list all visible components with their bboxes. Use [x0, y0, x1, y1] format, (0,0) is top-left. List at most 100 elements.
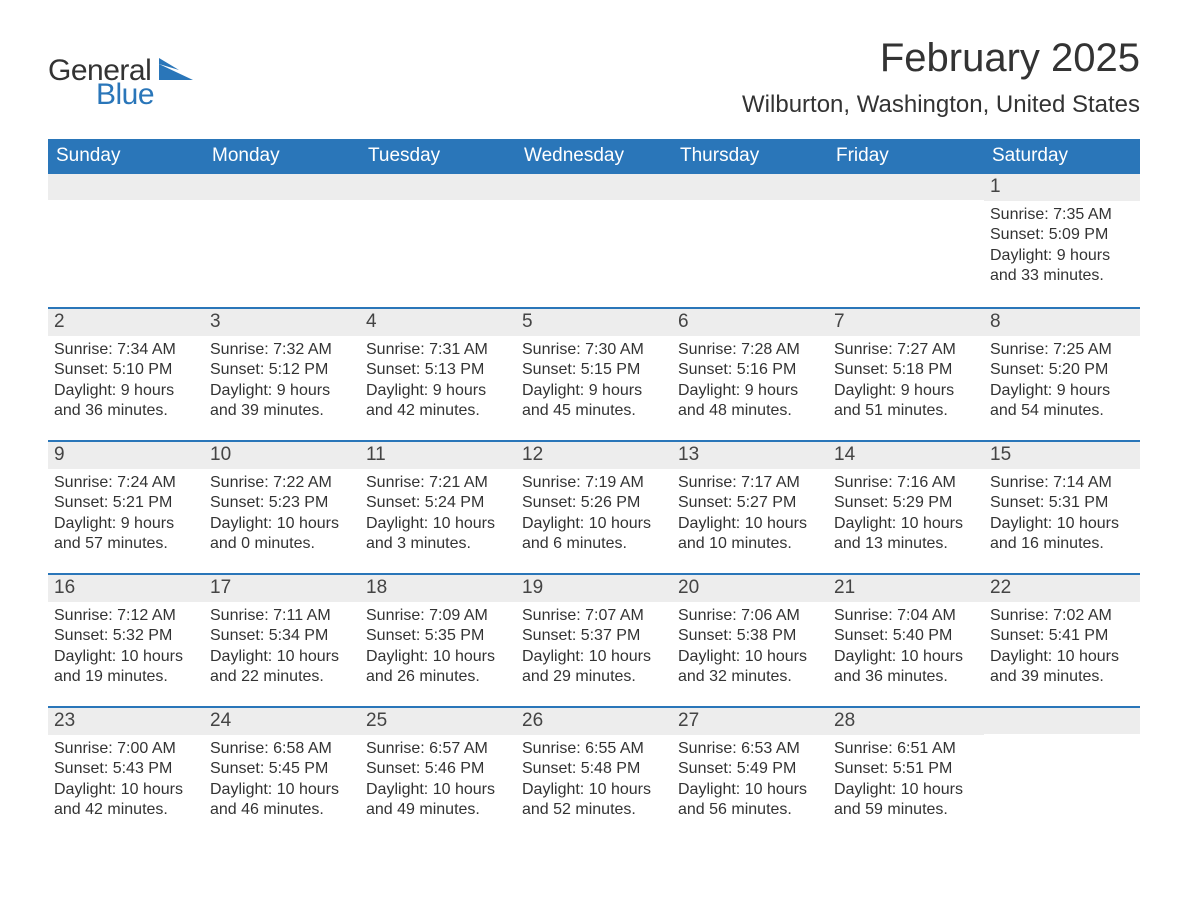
day-daylight1: Daylight: 10 hours: [990, 647, 1134, 667]
day-daylight1: Daylight: 10 hours: [678, 780, 822, 800]
day-number: 9: [48, 442, 204, 469]
day-number: [204, 174, 360, 200]
day-sunrise: Sunrise: 7:12 AM: [54, 606, 198, 626]
day-daylight2: and 42 minutes.: [54, 800, 198, 820]
day-daylight2: and 36 minutes.: [54, 401, 198, 421]
day-number: 16: [48, 575, 204, 602]
day-sunset: Sunset: 5:31 PM: [990, 493, 1134, 513]
day-daylight1: Daylight: 10 hours: [54, 780, 198, 800]
day-daylight2: and 39 minutes.: [990, 667, 1134, 687]
day-sunrise: Sunrise: 7:24 AM: [54, 473, 198, 493]
day-daylight1: Daylight: 9 hours: [834, 381, 978, 401]
day-number: 25: [360, 708, 516, 735]
day-daylight1: Daylight: 10 hours: [834, 647, 978, 667]
day-sunrise: Sunrise: 7:06 AM: [678, 606, 822, 626]
day-daylight1: Daylight: 10 hours: [522, 647, 666, 667]
day-number: 2: [48, 309, 204, 336]
dow-tuesday: Tuesday: [360, 139, 516, 174]
day-sunset: Sunset: 5:13 PM: [366, 360, 510, 380]
day-daylight2: and 33 minutes.: [990, 266, 1134, 286]
day-sunrise: Sunrise: 7:07 AM: [522, 606, 666, 626]
day-daylight1: Daylight: 10 hours: [678, 514, 822, 534]
day-sunrise: Sunrise: 7:09 AM: [366, 606, 510, 626]
day-cell: 28 Sunrise: 6:51 AMSunset: 5:51 PMDayligh…: [828, 708, 984, 839]
day-number: 3: [204, 309, 360, 336]
day-number: 7: [828, 309, 984, 336]
day-daylight1: Daylight: 10 hours: [678, 647, 822, 667]
day-body: Sunrise: 6:57 AMSunset: 5:46 PMDaylight:…: [360, 735, 516, 825]
day-daylight2: and 56 minutes.: [678, 800, 822, 820]
day-sunrise: Sunrise: 7:21 AM: [366, 473, 510, 493]
day-cell: 22Sunrise: 7:02 AMSunset: 5:41 PMDayligh…: [984, 575, 1140, 706]
day-sunset: Sunset: 5:21 PM: [54, 493, 198, 513]
day-sunset: Sunset: 5:10 PM: [54, 360, 198, 380]
day-number: 10: [204, 442, 360, 469]
day-sunrise: Sunrise: 7:22 AM: [210, 473, 354, 493]
day-daylight1: Daylight: 10 hours: [210, 780, 354, 800]
day-cell: [672, 174, 828, 307]
day-sunset: Sunset: 5:12 PM: [210, 360, 354, 380]
day-cell: 17Sunrise: 7:11 AMSunset: 5:34 PMDayligh…: [204, 575, 360, 706]
day-daylight1: Daylight: 10 hours: [210, 647, 354, 667]
day-number: 28: [828, 708, 984, 735]
day-daylight2: and 26 minutes.: [366, 667, 510, 687]
day-sunrise: Sunrise: 6:53 AM: [678, 739, 822, 759]
day-daylight2: and 6 minutes.: [522, 534, 666, 554]
logo: General Blue: [48, 56, 193, 110]
day-cell: 14Sunrise: 7:16 AMSunset: 5:29 PMDayligh…: [828, 442, 984, 573]
day-number: 17: [204, 575, 360, 602]
day-sunset: Sunset: 5:18 PM: [834, 360, 978, 380]
logo-text: General Blue: [48, 56, 193, 110]
day-number: 27: [672, 708, 828, 735]
day-cell: [516, 174, 672, 307]
day-body: Sunrise: 7:30 AMSunset: 5:15 PMDaylight:…: [516, 336, 672, 426]
day-body: Sunrise: 7:07 AMSunset: 5:37 PMDaylight:…: [516, 602, 672, 692]
day-body: Sunrise: 7:27 AMSunset: 5:18 PMDaylight:…: [828, 336, 984, 426]
day-body: Sunrise: 7:11 AMSunset: 5:34 PMDaylight:…: [204, 602, 360, 692]
day-body: Sunrise: 7:06 AMSunset: 5:38 PMDaylight:…: [672, 602, 828, 692]
day-number: [48, 174, 204, 200]
day-body: Sunrise: 7:02 AMSunset: 5:41 PMDaylight:…: [984, 602, 1140, 692]
day-daylight1: Daylight: 10 hours: [834, 780, 978, 800]
day-daylight2: and 3 minutes.: [366, 534, 510, 554]
day-daylight2: and 36 minutes.: [834, 667, 978, 687]
day-number: 5: [516, 309, 672, 336]
day-cell: 20Sunrise: 7:06 AMSunset: 5:38 PMDayligh…: [672, 575, 828, 706]
day-cell: 7Sunrise: 7:27 AMSunset: 5:18 PMDaylight…: [828, 309, 984, 440]
day-body: Sunrise: 7:19 AMSunset: 5:26 PMDaylight:…: [516, 469, 672, 559]
day-cell: 13Sunrise: 7:17 AMSunset: 5:27 PMDayligh…: [672, 442, 828, 573]
day-sunset: Sunset: 5:32 PM: [54, 626, 198, 646]
day-body: Sunrise: 6:58 AMSunset: 5:45 PMDaylight:…: [204, 735, 360, 825]
day-sunset: Sunset: 5:37 PM: [522, 626, 666, 646]
day-cell: 15Sunrise: 7:14 AMSunset: 5:31 PMDayligh…: [984, 442, 1140, 573]
day-daylight2: and 51 minutes.: [834, 401, 978, 421]
day-body: Sunrise: 7:34 AMSunset: 5:10 PMDaylight:…: [48, 336, 204, 426]
day-sunset: Sunset: 5:49 PM: [678, 759, 822, 779]
days-of-week-header: Sunday Monday Tuesday Wednesday Thursday…: [48, 139, 1140, 174]
day-sunrise: Sunrise: 7:28 AM: [678, 340, 822, 360]
day-sunset: Sunset: 5:51 PM: [834, 759, 978, 779]
day-cell: 23Sunrise: 7:00 AMSunset: 5:43 PMDayligh…: [48, 708, 204, 839]
day-sunset: Sunset: 5:43 PM: [54, 759, 198, 779]
day-number: 15: [984, 442, 1140, 469]
day-number: 8: [984, 309, 1140, 336]
day-sunset: Sunset: 5:20 PM: [990, 360, 1134, 380]
day-daylight1: Daylight: 10 hours: [366, 780, 510, 800]
day-sunrise: Sunrise: 7:35 AM: [990, 205, 1134, 225]
day-number: [984, 708, 1140, 734]
day-daylight1: Daylight: 10 hours: [834, 514, 978, 534]
day-cell: 25Sunrise: 6:57 AMSunset: 5:46 PMDayligh…: [360, 708, 516, 839]
day-daylight2: and 29 minutes.: [522, 667, 666, 687]
week-row: 2Sunrise: 7:34 AMSunset: 5:10 PMDaylight…: [48, 307, 1140, 440]
day-daylight2: and 54 minutes.: [990, 401, 1134, 421]
day-body: Sunrise: 7:12 AMSunset: 5:32 PMDaylight:…: [48, 602, 204, 692]
day-cell: 2Sunrise: 7:34 AMSunset: 5:10 PMDaylight…: [48, 309, 204, 440]
day-sunrise: Sunrise: 6:51 AM: [834, 739, 978, 759]
day-number: 4: [360, 309, 516, 336]
day-daylight2: and 52 minutes.: [522, 800, 666, 820]
day-number: 20: [672, 575, 828, 602]
day-cell: 26Sunrise: 6:55 AMSunset: 5:48 PMDayligh…: [516, 708, 672, 839]
day-cell: [48, 174, 204, 307]
day-daylight1: Daylight: 10 hours: [522, 514, 666, 534]
day-cell: 16Sunrise: 7:12 AMSunset: 5:32 PMDayligh…: [48, 575, 204, 706]
